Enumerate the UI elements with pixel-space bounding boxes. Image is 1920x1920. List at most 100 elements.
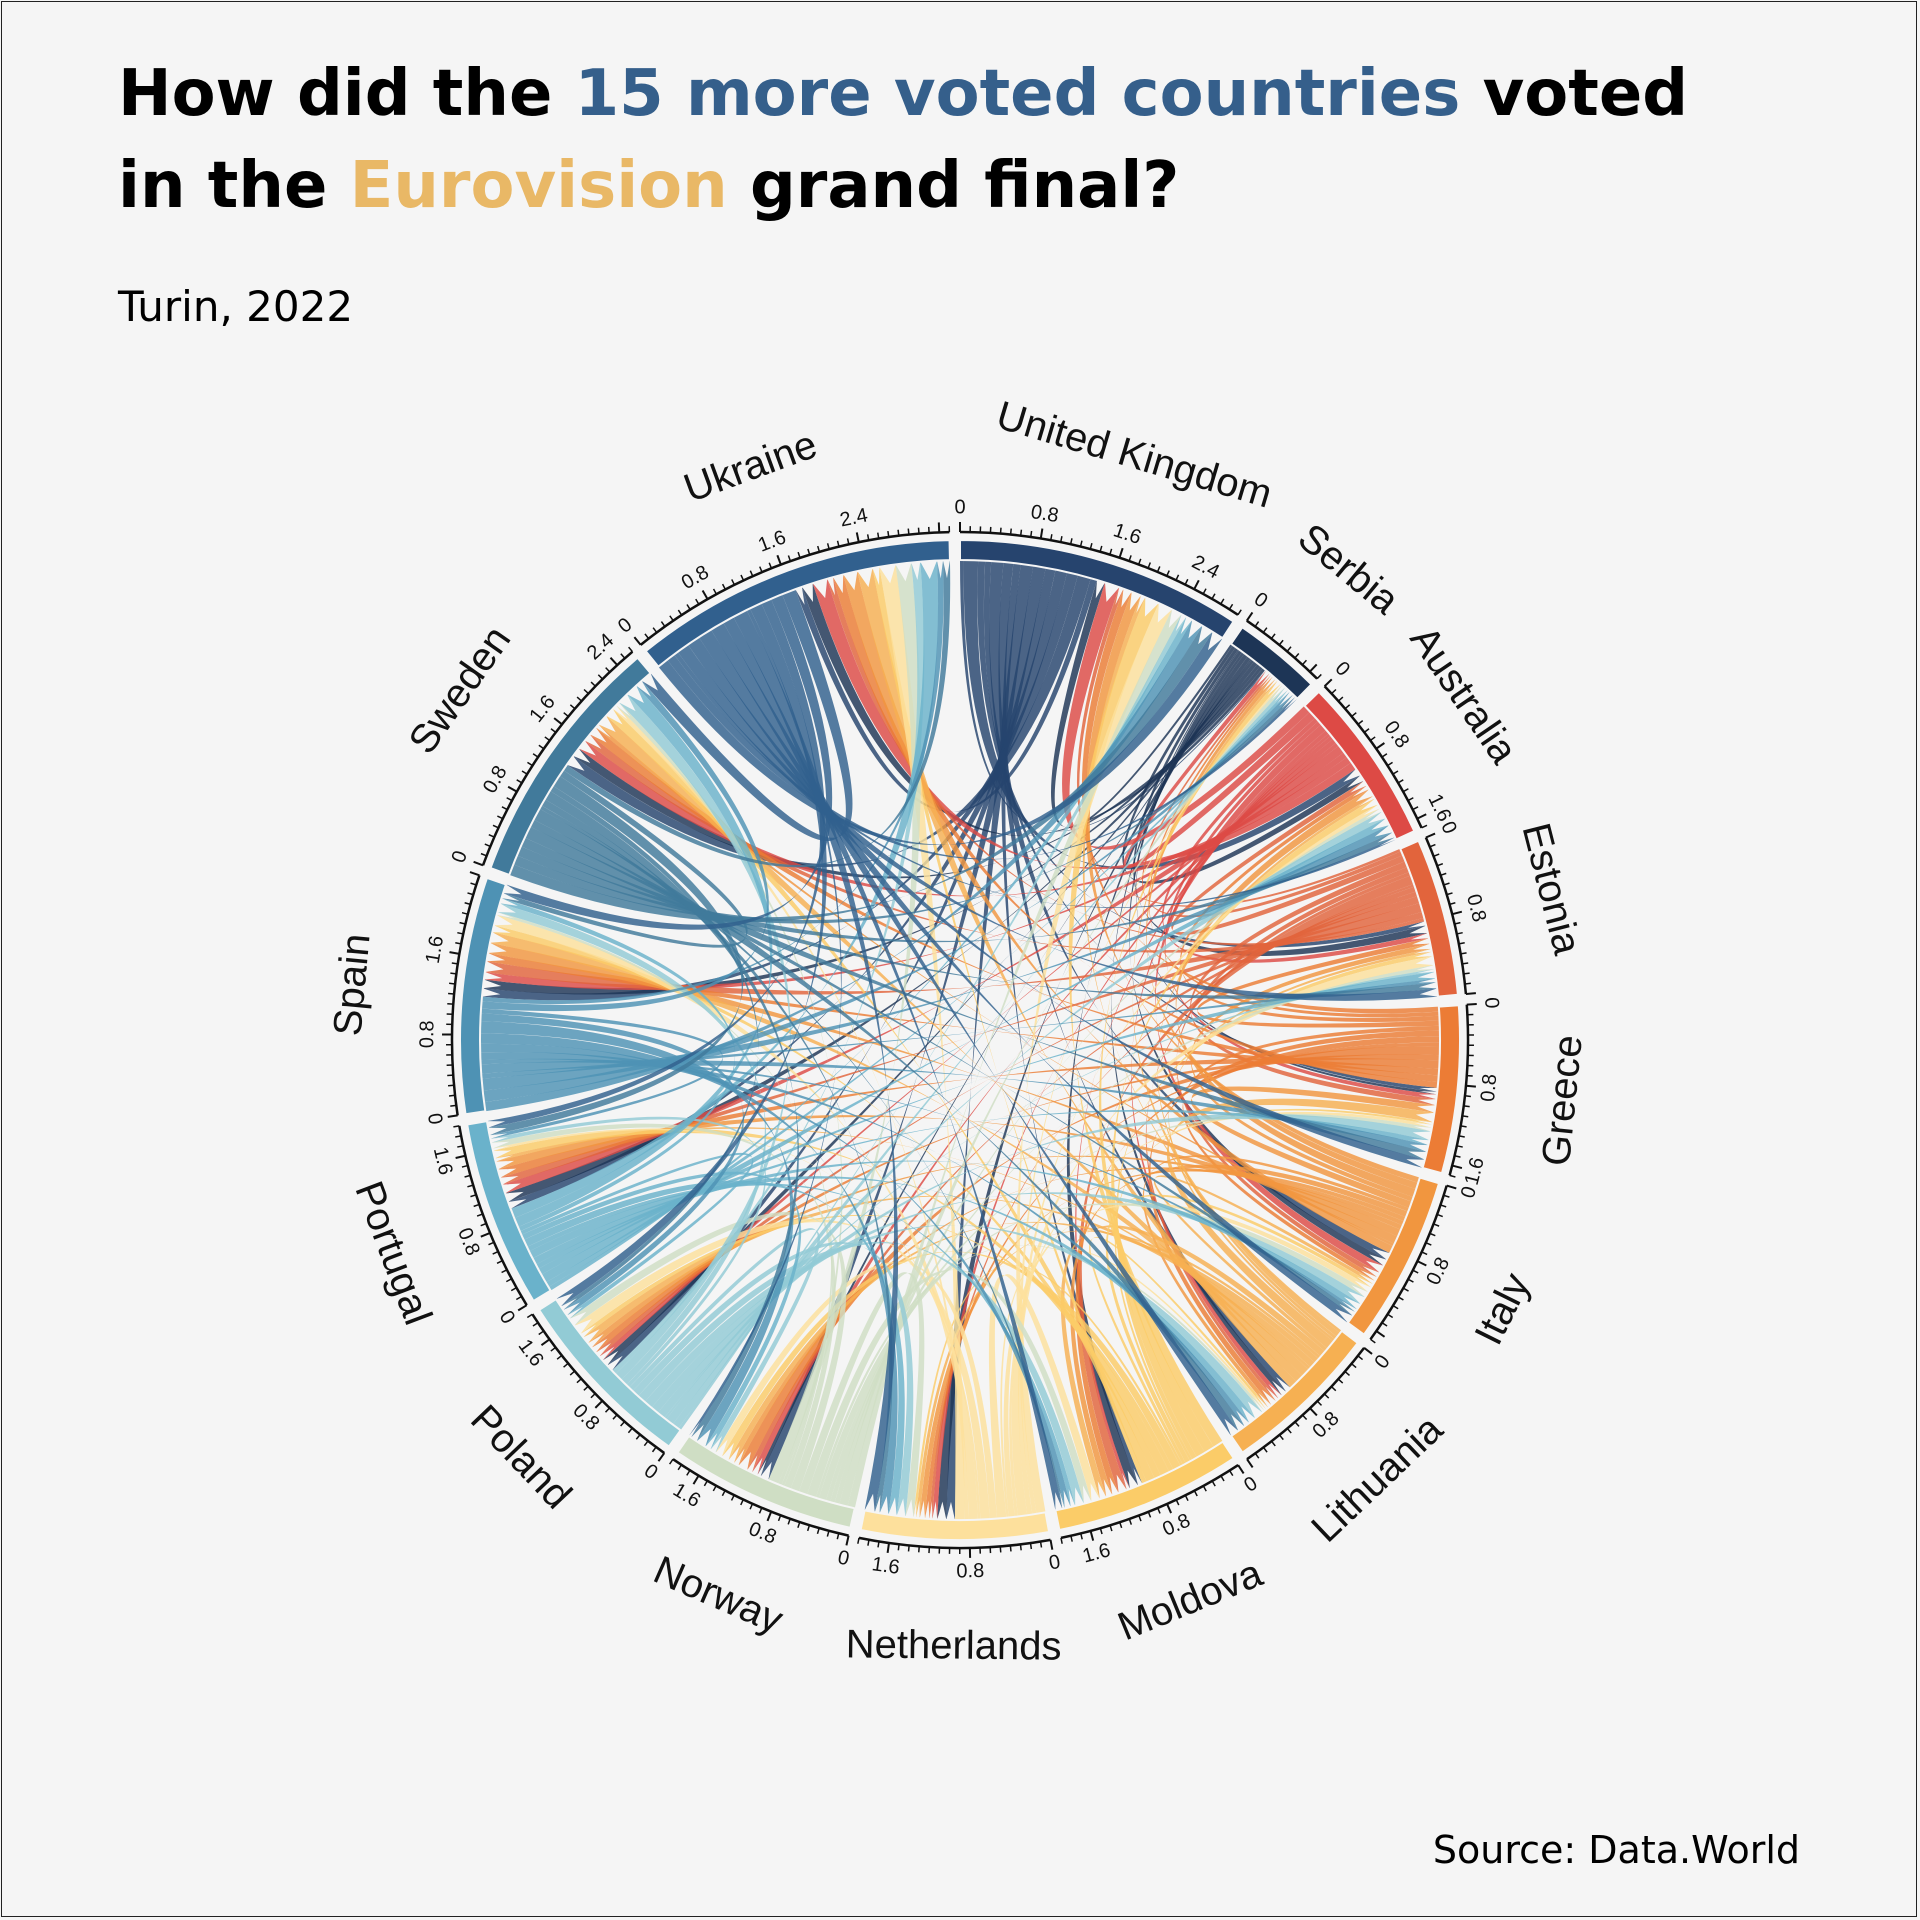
axis-tick (1433, 1223, 1440, 1227)
tick-label: 1.6 (870, 1553, 901, 1579)
axis-tick (1381, 1322, 1388, 1327)
axis-tick (1454, 1154, 1461, 1158)
axis-tick (451, 962, 458, 965)
axis-tick (1202, 588, 1207, 595)
ribbon-spain-to-portugal (480, 1008, 723, 1139)
axis-tick (532, 1322, 539, 1327)
ribbon-estonia-to-portugal (500, 895, 1421, 1185)
axis-tick (1369, 736, 1376, 742)
axis-tick (1147, 1511, 1152, 1518)
axis-tick (1138, 1515, 1142, 1522)
axis-tick (1270, 1440, 1276, 1447)
axis-tick (480, 852, 487, 857)
axis-tick (1370, 1338, 1376, 1344)
axis-tick (633, 636, 642, 646)
sector-label-serbia: Serbia (1290, 515, 1408, 623)
axis-tick (721, 583, 727, 590)
axis-tick (1456, 1145, 1463, 1148)
axis-tick (612, 1414, 618, 1420)
axis-tick (467, 1184, 474, 1188)
axis-tick (583, 1385, 589, 1391)
axis-tick (449, 982, 456, 985)
axis-tick (1337, 1378, 1344, 1384)
sector-portugal (466, 1120, 552, 1303)
axis-tick (467, 892, 474, 896)
axis-tick (1009, 1545, 1012, 1552)
axis-tick (1357, 720, 1364, 725)
axis-tick (604, 1407, 611, 1413)
axis-tick (1030, 530, 1033, 538)
axis-tick (1416, 813, 1427, 820)
sectors-layer (459, 538, 1462, 1541)
axis-tick (1254, 621, 1260, 627)
axis-line-netherlands (858, 1536, 1051, 1550)
axis-tick (1193, 1490, 1198, 1497)
axis-tick (496, 1260, 503, 1264)
axis-tick (886, 1542, 890, 1554)
tick-label: 0.8 (956, 1560, 984, 1583)
axis-tick (448, 992, 455, 995)
axis-tick (1446, 1184, 1457, 1190)
axis-tick (759, 566, 763, 573)
source-note: Source: Data.World (1432, 1828, 1800, 1872)
axis-tick (590, 1393, 596, 1399)
axis-tick (1060, 536, 1063, 543)
axis-tick (1443, 882, 1450, 886)
axis-tick (1069, 538, 1073, 545)
axis-tick (1392, 1304, 1399, 1310)
axis-tick (1323, 678, 1333, 687)
axis-tick (628, 646, 634, 653)
axis-tick (1009, 528, 1012, 535)
axis-tick (506, 797, 513, 802)
tick-label: 1.6 (1111, 519, 1144, 549)
tick-label: 0.8 (479, 762, 512, 797)
axis-tick (1184, 578, 1189, 585)
axis-tick (569, 704, 576, 710)
axis-tick (505, 1278, 512, 1283)
axis-tick (553, 717, 563, 726)
axis-tick (517, 1304, 528, 1312)
axis-tick (1089, 1530, 1095, 1541)
axis-tick (507, 785, 518, 793)
tick-label: 0 (1240, 1472, 1261, 1497)
tick-label: 0 (640, 1460, 662, 1484)
sector-label-moldova: Moldova (1112, 1551, 1269, 1649)
axis-tick (712, 1485, 717, 1492)
axis-tick (470, 1194, 477, 1198)
axis-tick (1184, 1494, 1189, 1501)
axis-tick (510, 1287, 517, 1292)
axis-tick (1454, 921, 1461, 925)
axis-tick (817, 545, 821, 553)
axis-tick (1443, 1194, 1450, 1198)
axis-tick (1128, 555, 1132, 562)
ribbon-estonia-to-australia (1171, 780, 1406, 935)
axis-tick (1156, 566, 1161, 573)
ribbon-portugal-to-poland (519, 1152, 754, 1319)
axis-tick (597, 674, 604, 680)
sector-norway (676, 1434, 856, 1530)
axis-tick (721, 1490, 726, 1497)
axis-tick (484, 843, 491, 848)
axis-tick (538, 744, 545, 750)
ribbon-netherlands-to-moldova (988, 1274, 1100, 1519)
axis-tick (1381, 753, 1388, 758)
ribbon-italy-to-australia (1175, 789, 1417, 1198)
sector-label-netherlands: Netherlands (846, 1622, 1062, 1668)
axis-tick (464, 1174, 471, 1178)
axis-tick (1462, 962, 1469, 965)
axis-tick (1316, 1400, 1323, 1406)
axis-tick (1451, 910, 1463, 916)
axis-tick (1080, 1533, 1083, 1540)
sector-lithuania (1229, 1329, 1360, 1454)
axis-tick (1464, 1095, 1471, 1098)
axis-tick (836, 1533, 840, 1540)
tick-label: 0 (1047, 1551, 1062, 1575)
axis-tick (609, 657, 618, 666)
tick-label: 0.8 (1462, 892, 1490, 924)
axis-tick (576, 1378, 582, 1384)
axis-tick (550, 728, 557, 733)
axis-tick (501, 806, 508, 811)
axis-tick (563, 1362, 569, 1368)
